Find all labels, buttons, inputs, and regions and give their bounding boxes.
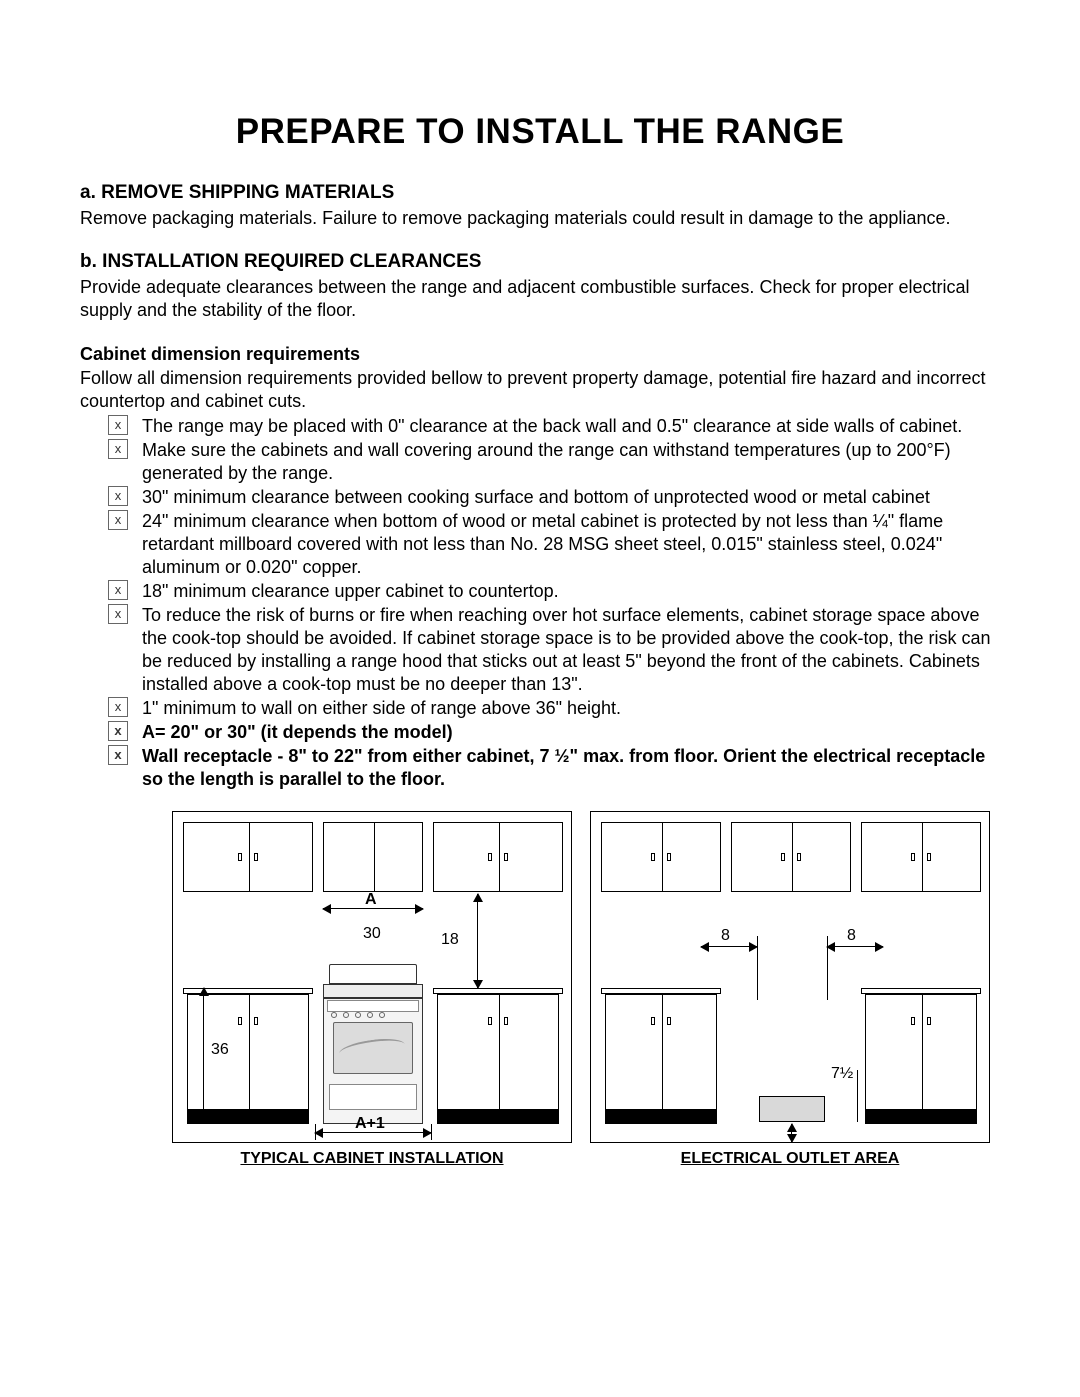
range-illustration — [323, 964, 423, 1124]
section-a-body: Remove packaging materials. Failure to r… — [80, 207, 1000, 230]
list-item-bold: Wall receptacle - 8" to 22" from either … — [108, 745, 1000, 791]
list-item: Make sure the cabinets and wall covering… — [108, 439, 1000, 485]
list-item: The range may be placed with 0" clearanc… — [108, 415, 1000, 438]
caption-left: TYPICAL CABINET INSTALLATION — [172, 1149, 572, 1169]
diagram-captions: TYPICAL CABINET INSTALLATION ELECTRICAL … — [172, 1149, 1000, 1169]
list-item: 24" minimum clearance when bottom of woo… — [108, 510, 1000, 579]
section-a-heading: a. REMOVE SHIPPING MATERIALS — [80, 181, 1000, 205]
section-b-body: Provide adequate clearances between the … — [80, 276, 1000, 322]
diagram-row: A 30 18 36 — [172, 811, 1000, 1143]
requirements-list: The range may be placed with 0" clearanc… — [108, 415, 1000, 792]
dim-30: 30 — [363, 924, 381, 944]
caption-right: ELECTRICAL OUTLET AREA — [590, 1149, 990, 1169]
list-item: 18" minimum clearance upper cabinet to c… — [108, 580, 1000, 603]
list-item: To reduce the risk of burns or fire when… — [108, 604, 1000, 696]
dim-18: 18 — [441, 930, 459, 950]
outlet-box — [759, 1096, 825, 1122]
dim-8-left: 8 — [721, 926, 730, 946]
dim-36: 36 — [211, 1040, 229, 1060]
dim-A: A — [365, 890, 377, 910]
diagram-cabinet-install: A 30 18 36 — [172, 811, 572, 1143]
dim-8-right: 8 — [847, 926, 856, 946]
cabinet-body: Follow all dimension requirements provid… — [80, 367, 1000, 413]
cabinet-subhead: Cabinet dimension requirements — [80, 343, 1000, 366]
dim-A-plus-1: A+1 — [355, 1114, 385, 1134]
page-title: PREPARE TO INSTALL THE RANGE — [80, 110, 1000, 155]
list-item-bold: A= 20" or 30" (it depends the model) — [108, 721, 1000, 744]
dim-7half: 7½ — [831, 1064, 853, 1084]
list-item: 30" minimum clearance between cooking su… — [108, 486, 1000, 509]
list-item: 1" minimum to wall on either side of ran… — [108, 697, 1000, 720]
section-b-heading: b. INSTALLATION REQUIRED CLEARANCES — [80, 250, 1000, 274]
diagram-electrical-outlet: 8 8 7½ — [590, 811, 990, 1143]
